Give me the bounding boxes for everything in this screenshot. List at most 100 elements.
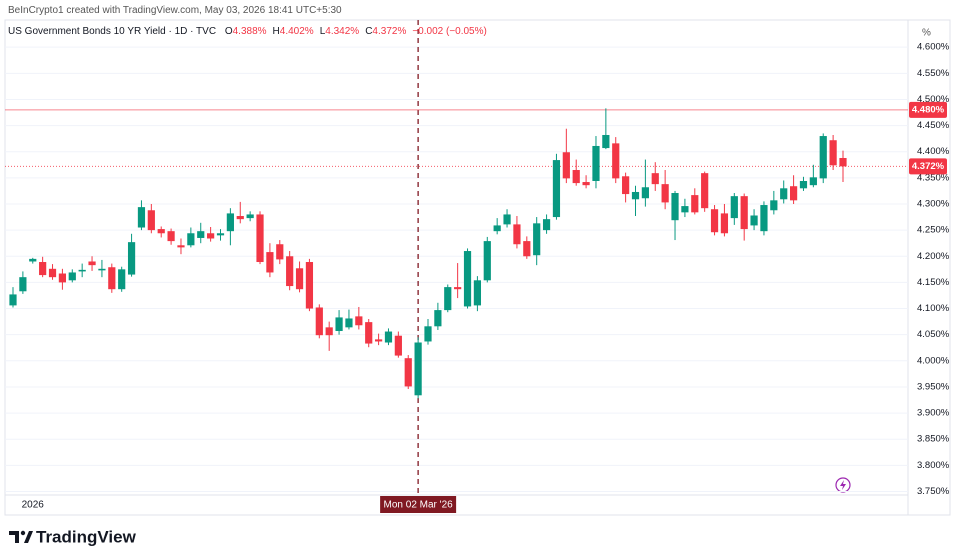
price-label-box xyxy=(909,158,947,175)
candle-body xyxy=(493,225,501,232)
candle-body xyxy=(216,233,225,236)
y-tick-label: 4.500% xyxy=(917,94,950,105)
y-tick-label: 3.950% xyxy=(917,381,950,392)
candle-body xyxy=(207,233,215,239)
y-tick-label: 4.550% xyxy=(917,68,950,79)
candle-body xyxy=(592,145,600,181)
candle-body xyxy=(167,231,175,242)
candle-body xyxy=(789,186,798,201)
ohlc-value: 4.402% xyxy=(279,26,314,37)
candle-body xyxy=(681,206,689,213)
candle-body xyxy=(454,287,462,290)
candle-body xyxy=(542,219,551,231)
candle-body xyxy=(710,209,719,233)
lightning-icon xyxy=(835,477,851,493)
y-tick-label: 4.250% xyxy=(917,225,950,236)
candle-body xyxy=(463,251,472,307)
x-tick-label: Mon 02 Mar '26 xyxy=(384,500,454,511)
candle-body xyxy=(572,170,580,184)
y-tick-label: 3.900% xyxy=(917,408,950,419)
candle-body xyxy=(424,326,432,342)
candle-body xyxy=(523,241,531,257)
candle-body xyxy=(799,180,808,189)
candle-body xyxy=(48,268,57,278)
candle-body xyxy=(740,196,748,230)
brand: TradingView xyxy=(36,527,137,546)
price-label-box xyxy=(909,101,947,118)
candle-body xyxy=(187,233,195,246)
price-label: 4.372% xyxy=(912,161,945,172)
candle-body xyxy=(750,215,758,226)
ohlc-item: O4.388% xyxy=(225,26,267,37)
candle-body xyxy=(384,331,393,343)
y-tick-label: 4.400% xyxy=(917,146,950,157)
candle-body xyxy=(335,317,343,332)
candle-body xyxy=(147,210,155,231)
ohlc-item: L4.342% xyxy=(320,26,359,37)
candle-body xyxy=(394,335,402,356)
ohlc-key: L xyxy=(319,26,326,37)
change: −0.002 (−0.05%) xyxy=(412,26,487,37)
axis-unit: % xyxy=(922,28,931,39)
price-label: 4.480% xyxy=(912,104,945,115)
symbol-title: US Government Bonds 10 YR Yield · 1D · T… xyxy=(8,26,217,37)
candle-body xyxy=(730,196,738,219)
candle-body xyxy=(98,268,106,271)
candle-body xyxy=(226,213,234,232)
candle-body xyxy=(88,261,96,266)
candle-body xyxy=(622,176,630,195)
y-tick-label: 4.200% xyxy=(917,251,950,262)
candle-body xyxy=(19,277,27,292)
candle-body xyxy=(127,242,136,275)
candle-body xyxy=(157,229,165,234)
candle-body xyxy=(533,223,541,256)
candle-body xyxy=(325,327,333,336)
x-tick-label: 2026 xyxy=(22,500,45,511)
candle-body xyxy=(236,216,244,220)
candle-body xyxy=(345,318,353,328)
candle-body xyxy=(286,256,294,287)
ohlc-key: O xyxy=(224,26,233,37)
candle-body xyxy=(276,244,284,260)
y-tick-label: 4.450% xyxy=(917,120,950,131)
y-tick-label: 4.000% xyxy=(917,355,950,366)
candle-body xyxy=(819,136,827,179)
candle-body xyxy=(720,213,729,234)
candle-body xyxy=(177,245,185,248)
candle-body xyxy=(68,272,76,281)
candle-body xyxy=(246,214,254,219)
candle-body xyxy=(374,339,383,342)
ohlc-item: H4.402% xyxy=(273,26,314,37)
candle-body xyxy=(483,241,491,281)
y-tick-label: 4.600% xyxy=(917,42,950,53)
candle-body xyxy=(444,287,452,311)
candle-body xyxy=(404,358,412,387)
brand-logo xyxy=(9,530,33,543)
candle-body xyxy=(612,143,620,179)
ohlc-item: C4.372% xyxy=(365,26,406,37)
candle-body xyxy=(58,273,67,283)
candle-body xyxy=(256,214,264,263)
candle-body xyxy=(552,160,561,218)
candle-body xyxy=(39,262,47,276)
candle-body xyxy=(829,140,837,166)
credit: BeInCrypto1 created with TradingView.com… xyxy=(8,5,342,16)
ohlc-value: 4.342% xyxy=(325,26,360,37)
candle-body xyxy=(315,307,323,336)
y-tick-label: 4.300% xyxy=(917,199,950,210)
candle-body xyxy=(671,193,679,221)
candle-body xyxy=(582,182,590,186)
candle-body xyxy=(434,310,442,327)
candle-body xyxy=(770,200,778,211)
y-tick-label: 3.750% xyxy=(917,486,950,497)
candle-body xyxy=(108,267,116,290)
ohlc-value: 4.388% xyxy=(232,26,267,37)
candle-body xyxy=(266,252,274,273)
candle-body xyxy=(9,294,17,306)
y-tick-label: 4.350% xyxy=(917,172,950,183)
candle-body xyxy=(365,322,373,344)
candle-body xyxy=(414,342,422,396)
y-tick-label: 3.800% xyxy=(917,460,950,471)
